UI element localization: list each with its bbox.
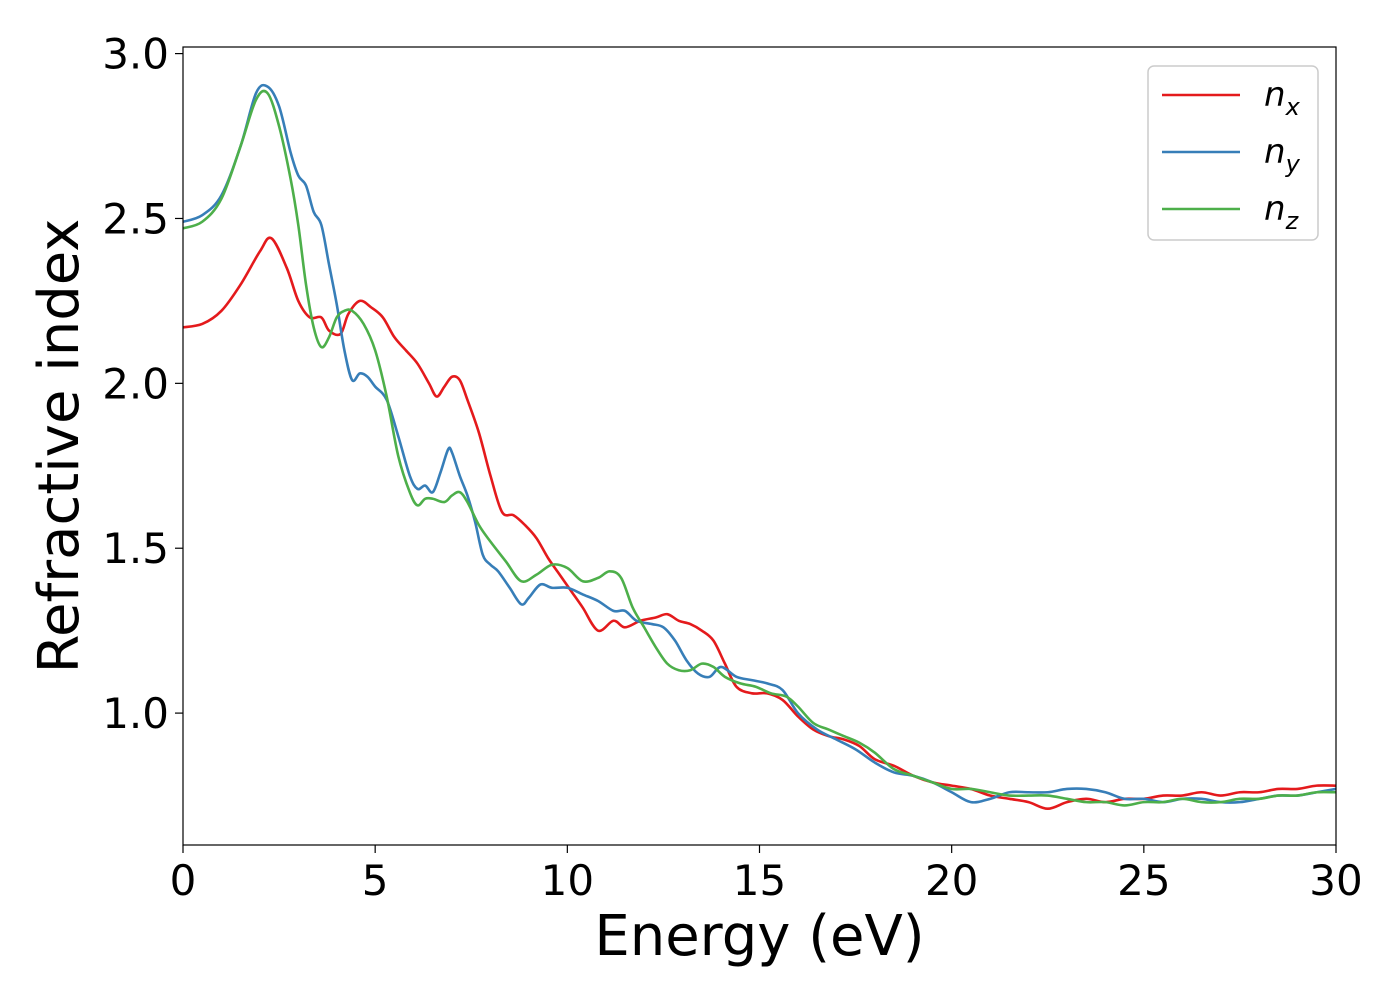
- y-tick-label: 1.5: [102, 524, 169, 573]
- x-tick-label: 15: [733, 856, 786, 905]
- y-axis: 1.0 1.5 2.0 2.5 3.0: [102, 30, 183, 738]
- legend-entry-n-x: nx: [1264, 75, 1301, 121]
- legend-entry-n-y: ny: [1264, 132, 1301, 178]
- x-tick-label: 10: [541, 856, 594, 905]
- series-line-n-x: [183, 236, 1336, 811]
- legend-entry-subscript: x: [1285, 93, 1301, 121]
- y-tick-label: 2.5: [102, 194, 169, 243]
- series-line-n-z: [183, 89, 1336, 807]
- legend-entry-subscript: z: [1285, 207, 1300, 235]
- x-axis-label: Energy (eV): [594, 904, 924, 969]
- series-line-n-y: [183, 83, 1336, 804]
- y-tick-label: 3.0: [102, 30, 169, 79]
- legend-entry-symbol: n: [1264, 132, 1286, 172]
- y-tick-label: 1.0: [102, 689, 169, 738]
- x-axis: 0 5 10 15 20 25 30: [170, 845, 1363, 905]
- y-axis-label: Refractive index: [27, 219, 92, 674]
- legend-entry-symbol: n: [1264, 189, 1286, 229]
- legend-entry-symbol: n: [1264, 75, 1286, 115]
- x-tick-label: 0: [170, 856, 197, 905]
- legend-entry-n-z: nz: [1264, 189, 1300, 235]
- x-tick-label: 20: [925, 856, 978, 905]
- plot-lines: [183, 83, 1336, 811]
- legend-entry-subscript: y: [1285, 150, 1301, 178]
- y-tick-label: 2.0: [102, 359, 169, 408]
- x-tick-label: 25: [1117, 856, 1170, 905]
- x-tick-label: 30: [1309, 856, 1362, 905]
- x-tick-label: 5: [362, 856, 389, 905]
